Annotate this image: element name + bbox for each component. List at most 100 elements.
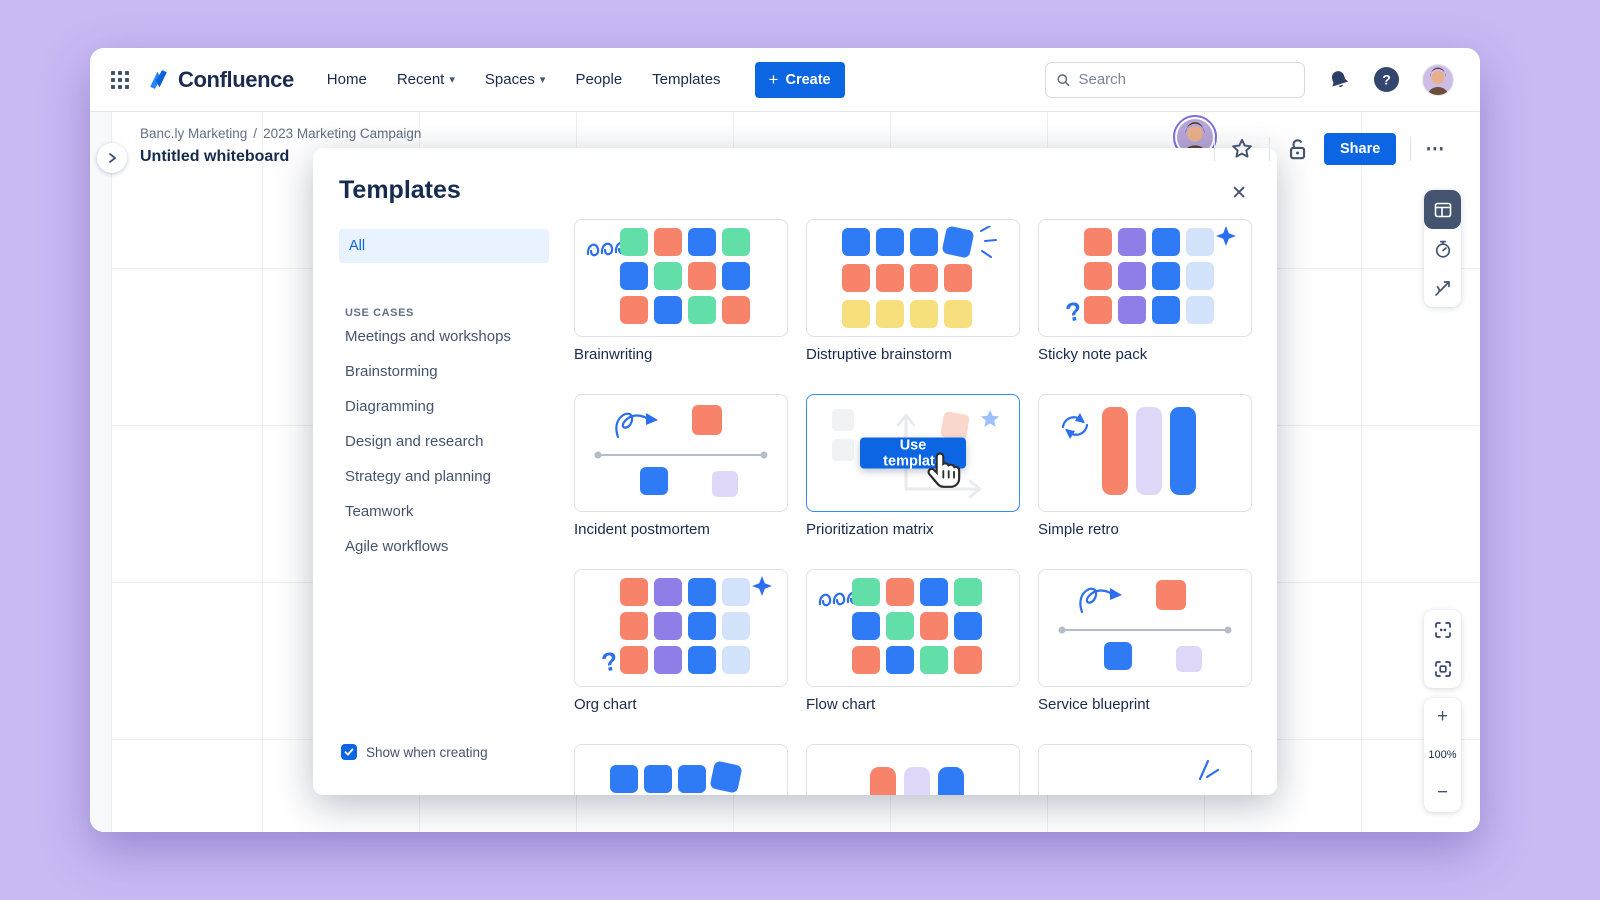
template-tile: ? Sticky note pack [1038,219,1252,363]
fit-to-screen-button[interactable] [1424,610,1461,649]
nav-item-recent[interactable]: Recent ▾ [396,71,455,88]
use-case-agile[interactable]: Agile workflows [345,538,449,555]
sparkle-icon [1216,226,1236,246]
use-case-design-research[interactable]: Design and research [345,433,484,450]
template-card-prioritization-matrix[interactable]: Use template [806,394,1020,512]
star-doodle-icon [981,410,999,427]
zoom-controls-panel: + 100% − [1424,698,1461,812]
left-rail [90,112,112,832]
nav-item-spaces[interactable]: Spaces ▾ [484,71,546,88]
board-header-actions: Share ⋯ [1214,133,1445,165]
zoom-level[interactable]: 100% [1428,749,1457,761]
use-case-strategy-planning[interactable]: Strategy and planning [345,468,491,485]
zoom-out-button[interactable]: − [1436,782,1449,803]
chevron-down-icon: ▾ [449,74,455,86]
template-tile: ? Org chart [574,569,788,713]
unlock-icon[interactable] [1284,136,1310,162]
template-card-service-blueprint[interactable] [1038,569,1252,687]
template-card-incident-postmortem[interactable] [574,394,788,512]
template-tile: Use template Prioritization matrix [806,394,1020,538]
template-card-org-chart[interactable]: ? [574,569,788,687]
nav-item-people[interactable]: People [575,71,623,88]
plus-icon: + [768,69,779,89]
template-tile-partial [1038,744,1252,795]
template-name: Service blueprint [1038,696,1150,713]
template-card-partial-3[interactable] [1038,744,1252,795]
template-name: Prioritization matrix [806,521,934,538]
breadcrumb-page-link[interactable]: 2023 Marketing Campaign [263,126,422,141]
template-card-disruptive-brainstorm[interactable] [806,219,1020,337]
template-card-partial-2[interactable] [806,744,1020,795]
template-tile: Distruptive brainstorm [806,219,1020,363]
rows-tilt-illustration [842,226,997,328]
search-box[interactable] [1045,61,1305,98]
breadcrumb: Banc.ly Marketing / 2023 Marketing Campaig… [140,126,421,141]
more-options-icon[interactable]: ⋯ [1425,138,1446,160]
templates-grid: Brainwriting Distruptive brainstorm [574,219,1252,795]
columns-illustration [870,767,964,795]
app-switcher-icon[interactable] [110,70,130,90]
template-name: Org chart [574,696,637,713]
nav-links: Home Recent ▾ Spaces ▾ People Templates [327,71,721,88]
grid-sparkle-illustration: ? [599,576,772,678]
timeline-illustration [1058,580,1232,672]
rows-tilt-illustration [610,761,742,793]
confluence-logo[interactable]: Confluence [146,67,294,93]
confluence-logo-icon [150,70,167,89]
create-button[interactable]: + Create [754,61,845,98]
columns-illustration [1061,407,1196,495]
templates-panel-icon [1434,202,1451,217]
template-card-partial-1[interactable] [574,744,788,795]
nav-item-templates[interactable]: Templates [652,71,721,88]
use-case-meetings[interactable]: Meetings and workshops [345,328,511,345]
fit-to-screen-icon [1434,621,1451,638]
template-card-flow-chart[interactable] [806,569,1020,687]
close-icon[interactable]: ✕ [1231,183,1247,204]
use-case-diagramming[interactable]: Diagramming [345,398,435,415]
breadcrumb-space-link[interactable]: Banc.ly Marketing [140,126,248,141]
help-icon[interactable]: ? [1373,66,1400,93]
cursor-hand-icon [927,452,961,488]
use-template-button[interactable]: Use template [860,437,966,470]
expand-sidebar-button[interactable] [97,143,127,173]
template-name: Brainwriting [574,346,653,363]
search-icon [1057,73,1070,86]
nav-icons: ? [1327,63,1454,96]
template-tile: Service blueprint [1038,569,1252,713]
grid-squiggle-illustration [586,228,750,324]
nav-item-home[interactable]: Home [326,71,367,88]
svg-text:?: ? [1382,72,1391,88]
timer-button[interactable] [1424,229,1461,268]
use-case-brainstorming[interactable]: Brainstorming [345,363,438,380]
top-nav: Confluence Home Recent ▾ Spaces ▾ People T… [90,48,1480,112]
use-case-teamwork[interactable]: Teamwork [345,503,414,520]
filter-all[interactable]: All [339,229,549,263]
show-when-creating-checkbox[interactable]: Show when creating [341,744,488,760]
share-button[interactable]: Share [1324,133,1397,165]
notifications-bell-icon[interactable] [1327,68,1351,92]
view-controls-panel [1424,610,1461,688]
grid-sparkle-illustration: ? [1063,226,1236,328]
sparkle-icon [752,576,772,596]
template-tile: Flow chart [806,569,1020,713]
focus-frame-button[interactable] [1424,649,1461,688]
divider [1410,137,1412,161]
chevron-right-icon [109,153,116,163]
cycle-icon [1061,413,1089,439]
template-card-simple-retro[interactable] [1038,394,1252,512]
template-card-sticky-note-pack[interactable]: ? [1038,219,1252,337]
template-name: Sticky note pack [1038,346,1148,363]
template-tile-partial [574,744,788,795]
search-input[interactable] [1078,71,1294,88]
page-title[interactable]: Untitled whiteboard [140,148,290,165]
laser-pointer-button[interactable] [1424,268,1461,307]
templates-panel-button[interactable] [1424,190,1461,229]
template-card-brainwriting[interactable] [574,219,788,337]
user-avatar[interactable] [1422,63,1454,96]
use-cases-heading: USE CASES [345,307,414,319]
star-icon[interactable] [1229,136,1255,162]
timer-icon [1435,240,1450,258]
zoom-in-button[interactable]: + [1436,706,1449,727]
question-mark-doodle: ? [1063,295,1084,327]
